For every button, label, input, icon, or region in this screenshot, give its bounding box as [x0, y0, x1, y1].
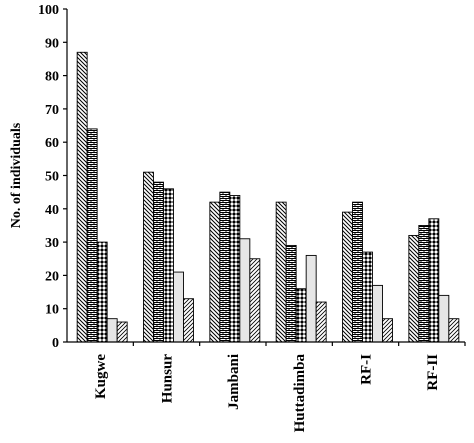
bar [143, 171, 154, 343]
bar [295, 288, 307, 343]
y-tick-label: 0 [52, 336, 59, 351]
bar [362, 251, 373, 343]
x-tick-label: RF-II [425, 354, 441, 391]
y-tick-label: 60 [45, 136, 59, 151]
bar [438, 294, 450, 343]
bar [382, 318, 393, 343]
y-tick-label: 30 [45, 236, 59, 251]
bar [209, 201, 221, 343]
bar [239, 238, 251, 343]
bar [315, 301, 327, 343]
y-tick-label: 80 [45, 70, 59, 85]
y-tick-label: 100 [38, 3, 59, 18]
bar [352, 201, 363, 343]
bar [86, 128, 98, 343]
bar [183, 298, 194, 343]
bar [229, 195, 241, 343]
x-tick-label: Kugwe [93, 354, 109, 399]
bar [275, 201, 287, 343]
bars [76, 51, 466, 346]
bar [428, 218, 440, 343]
bar [418, 224, 430, 343]
y-tick-label: 20 [45, 269, 59, 284]
bar [448, 318, 460, 343]
y-tick-label: 40 [45, 203, 59, 218]
bar [76, 51, 88, 343]
bar [249, 258, 261, 343]
bar [408, 234, 420, 343]
bar [96, 241, 108, 343]
bar [285, 244, 297, 343]
x-axis-labels: Kugwe Hunsur Jambani Huttadimba RF-I RF-II [93, 354, 441, 433]
bar [116, 321, 128, 343]
bar [163, 188, 174, 343]
y-tick-label: 90 [45, 36, 59, 51]
y-axis-title: No. of individuals [9, 122, 24, 228]
bar [219, 191, 231, 343]
x-tick-label: Huttadimba [292, 354, 308, 433]
y-axis-ticks: 0 10 20 30 40 50 60 70 80 90 100 [38, 3, 67, 351]
bar [153, 181, 164, 343]
y-tick-label: 10 [45, 303, 59, 318]
bar [173, 271, 184, 343]
bar [106, 318, 118, 343]
x-tick-label: RF-I [359, 354, 375, 385]
x-tick-label: Jambani [226, 354, 242, 410]
y-tick-label: 50 [45, 170, 59, 185]
bar [305, 254, 317, 343]
y-tick-label: 70 [45, 103, 59, 118]
x-tick-label: Hunsur [160, 354, 176, 404]
bar [342, 211, 353, 343]
bar [372, 284, 383, 343]
